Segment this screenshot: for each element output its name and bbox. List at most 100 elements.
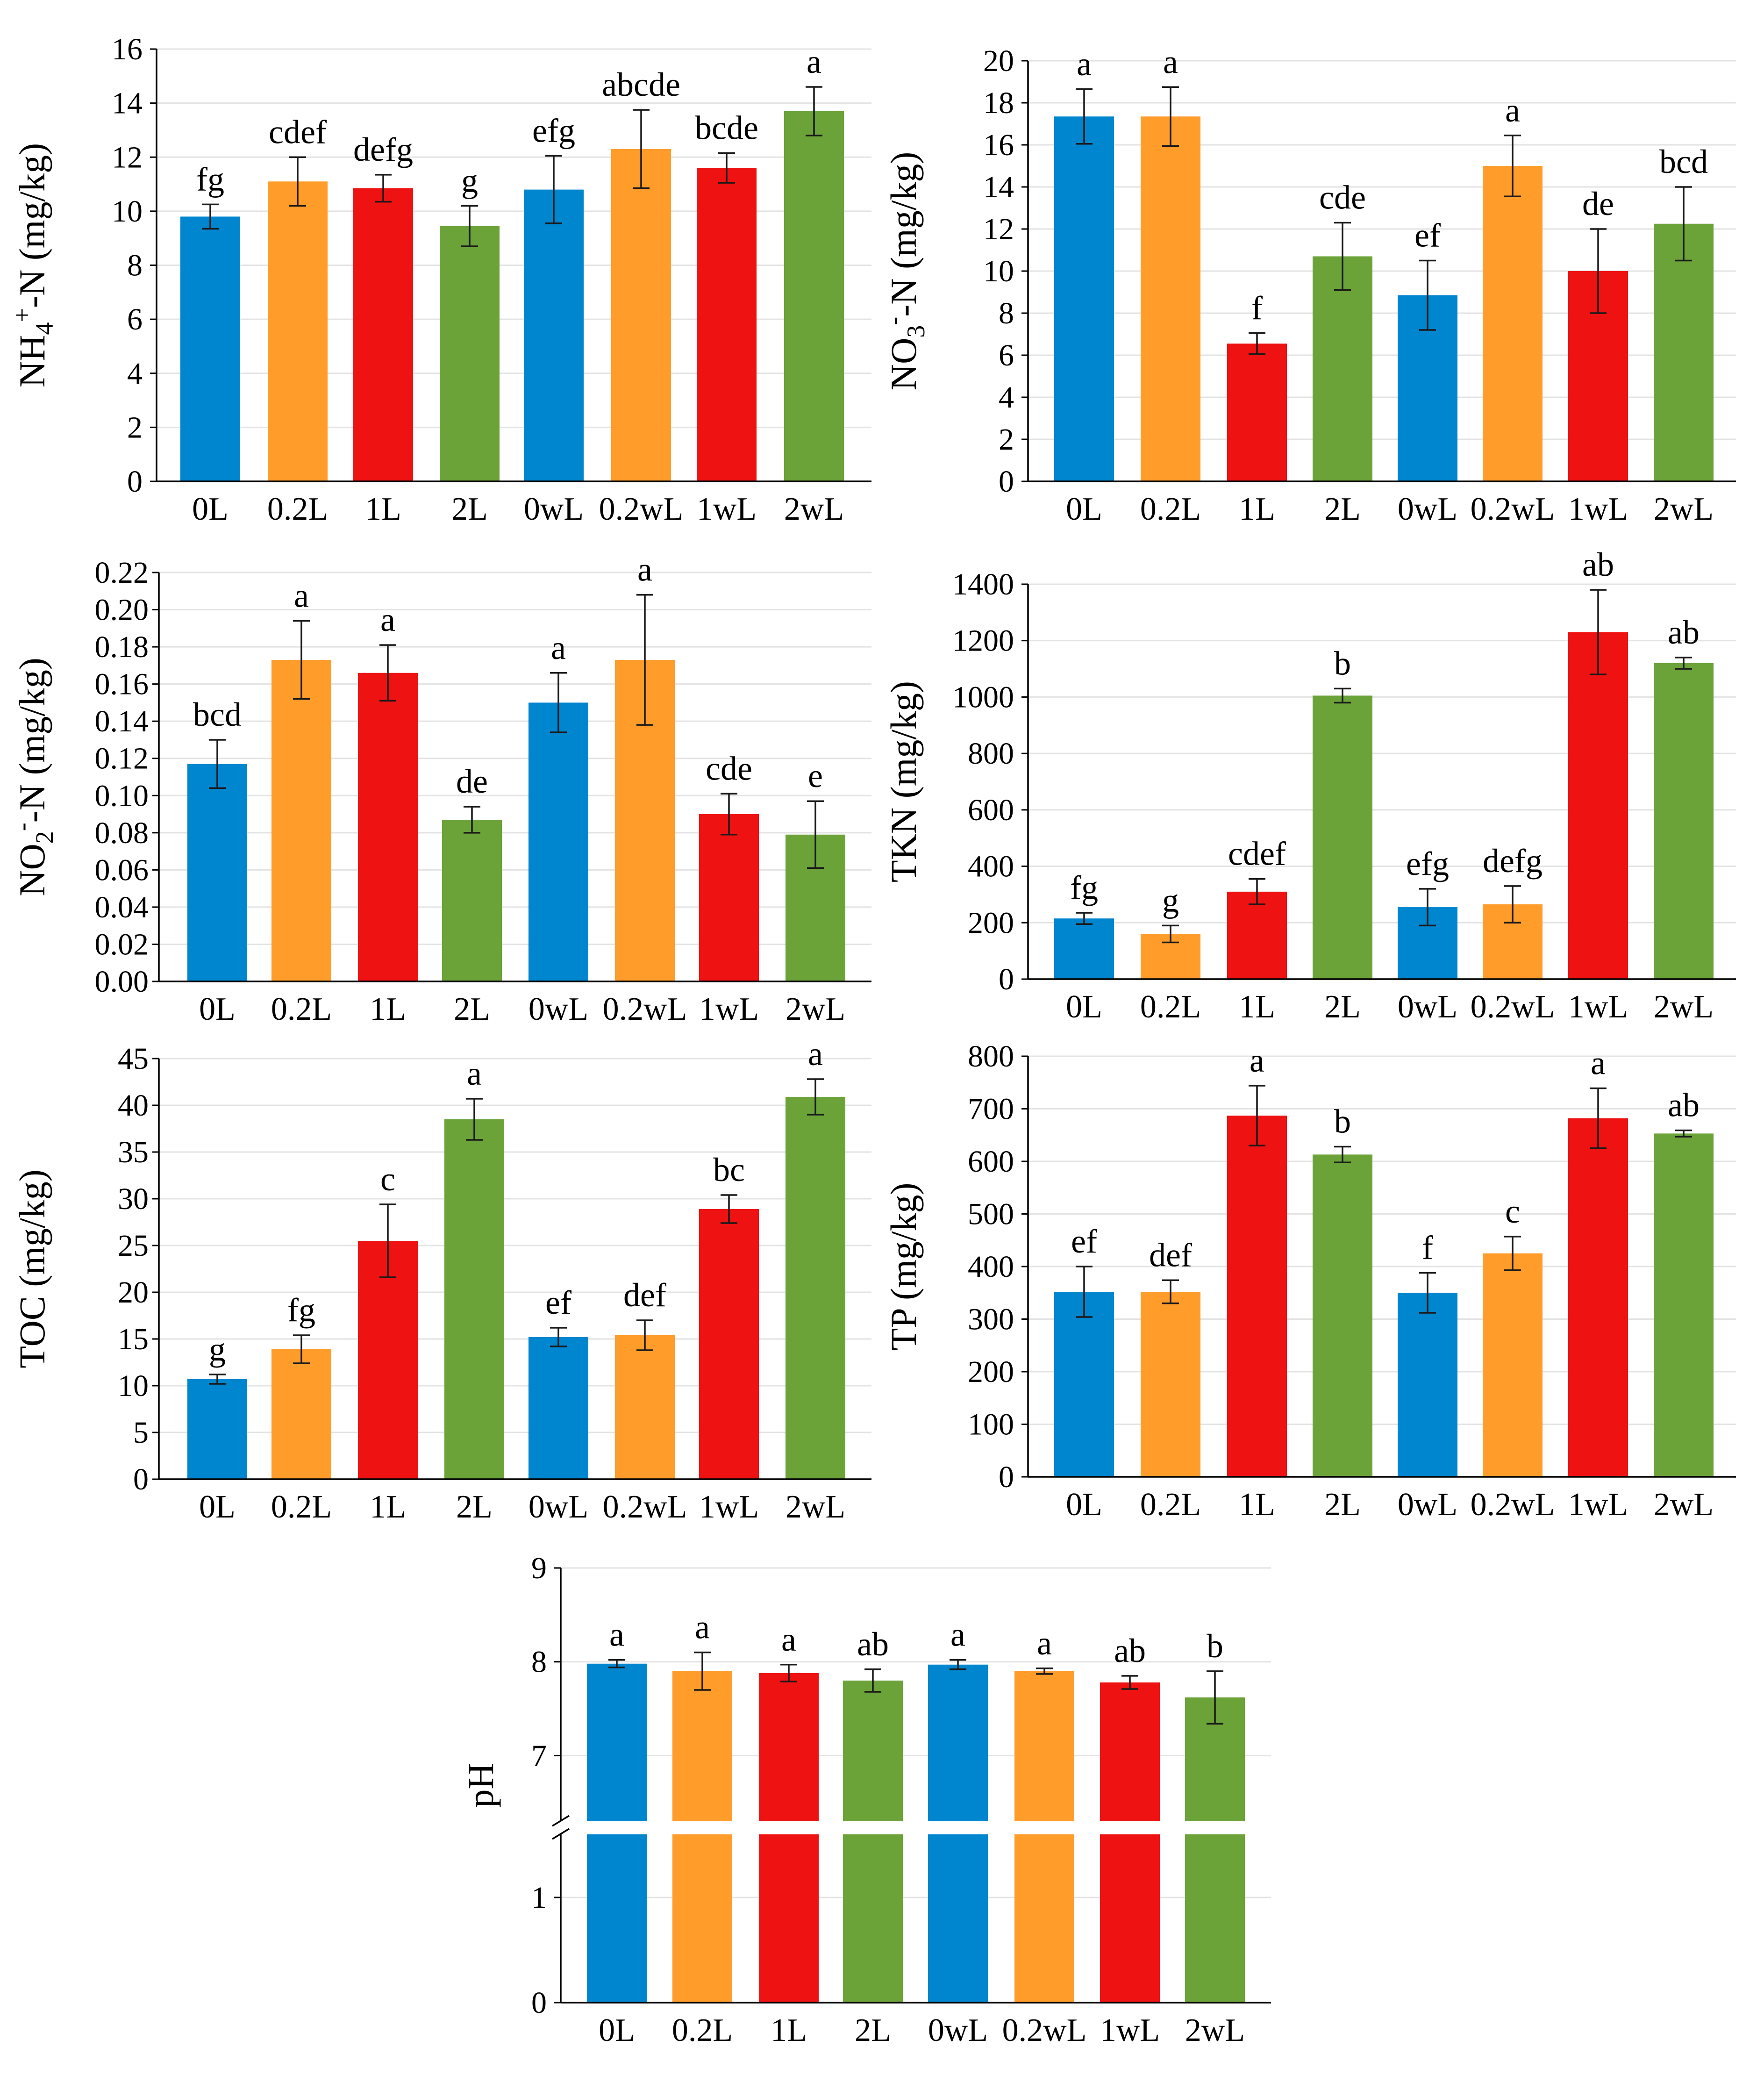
chart-5-x-tick-label: 0.2L xyxy=(1140,1487,1201,1523)
chart-4-bar-0L xyxy=(187,1379,247,1479)
chart-2-x-tick-label: 0.2wL xyxy=(603,991,687,1027)
chart-5-y-axis-title: TP (mg/kg) xyxy=(883,1183,924,1351)
chart-0-significance-label: efg xyxy=(532,112,575,149)
chart-1-significance-label: a xyxy=(1163,43,1178,80)
chart-2-bar-0L xyxy=(187,764,247,981)
chart-2: 0.00 0.020.040.060.080.100.12 0.140.160.18… xyxy=(8,551,871,1027)
chart-3-significance-label: b xyxy=(1334,644,1351,682)
chart-1-y-tick-label: 20 xyxy=(983,44,1014,78)
chart-4-significance-label: a xyxy=(467,1055,482,1092)
chart-1-x-tick-label: 2L xyxy=(1324,491,1361,527)
chart-1-x-tick-label: 2wL xyxy=(1654,491,1714,527)
chart-6-bar-1wL-upper xyxy=(1100,1682,1160,1821)
chart-4-significance-label: def xyxy=(623,1276,666,1314)
chart-1-significance-label: a xyxy=(1077,45,1092,83)
chart-5-y-tick-label: 400 xyxy=(968,1250,1014,1284)
chart-1-y-tick-label: 4 xyxy=(999,380,1014,415)
chart-6-bar-0wL-upper xyxy=(928,1664,988,1821)
chart-3-x-tick-label: 1wL xyxy=(1568,989,1628,1025)
chart-0-x-tick-label: 0L xyxy=(192,491,229,527)
chart-4-significance-label: c xyxy=(380,1160,395,1198)
chart-2-y-title-superscript: - xyxy=(8,823,36,831)
chart-1-y-title-base: NO xyxy=(883,338,924,391)
chart-2-bar-1wL xyxy=(699,814,759,981)
chart-3-bar-1L xyxy=(1227,891,1287,979)
chart-6-significance-label: a xyxy=(1037,1625,1052,1662)
chart-1-y-title-rest: -N (mg/kg) xyxy=(883,152,924,317)
chart-2-significance-label: a xyxy=(551,629,566,666)
chart-3-y-tick-label: 800 xyxy=(968,737,1014,771)
chart-3-y-tick-label: 1400 xyxy=(952,567,1014,601)
chart-5-y-tick-label: 600 xyxy=(968,1145,1014,1179)
chart-6-x-tick-label: 0.2L xyxy=(672,2012,733,2048)
chart-0-bar-1wL xyxy=(697,168,757,481)
chart-5-bar-1L xyxy=(1227,1116,1287,1477)
chart-5-bar-0.2wL xyxy=(1483,1253,1543,1477)
chart-1-bar-1L xyxy=(1227,344,1287,481)
chart-5-x-tick-label: 1wL xyxy=(1568,1487,1628,1523)
chart-1-x-tick-label: 1L xyxy=(1239,491,1275,527)
chart-6-x-tick-label: 0wL xyxy=(928,2012,988,2048)
chart-0-y-title-superscript: + xyxy=(8,308,36,322)
chart-1-y-title-superscript: - xyxy=(879,317,907,325)
chart-2-y-tick-label: 0.22 xyxy=(95,556,149,590)
chart-1-x-tick-label: 1wL xyxy=(1568,491,1628,527)
chart-2-y-tick-label: 0.14 xyxy=(95,704,149,738)
chart-2-significance-label: de xyxy=(456,763,488,800)
chart-4-x-tick-label: 1L xyxy=(370,1489,406,1525)
chart-0-x-tick-label: 0wL xyxy=(524,491,584,527)
chart-2-y-axis-title: NO2--N (mg/kg) xyxy=(8,658,58,896)
chart-0-y-axis-title: NH4+-N (mg/kg) xyxy=(8,143,58,387)
chart-2-y-tick-label: 0.20 xyxy=(95,593,149,627)
chart-2-x-tick-label: 0L xyxy=(199,991,236,1027)
chart-5-x-tick-label: 2L xyxy=(1324,1487,1361,1523)
chart-5-bar-0L xyxy=(1054,1292,1114,1477)
chart-4-bar-0wL xyxy=(528,1337,588,1479)
chart-3-bar-2wL xyxy=(1654,663,1714,979)
chart-6-significance-label: a xyxy=(695,1609,710,1646)
chart-6-bar-1L-upper xyxy=(759,1673,819,1821)
chart-6-bar-1wL-lower xyxy=(1100,1834,1160,2003)
chart-1-x-tick-label: 0L xyxy=(1066,491,1102,527)
chart-4-y-tick-label: 35 xyxy=(118,1135,149,1169)
chart-2-x-tick-label: 0wL xyxy=(528,991,588,1027)
chart-1-bar-0.2wL xyxy=(1483,166,1543,481)
chart-2-y-title-base: NO xyxy=(12,844,52,896)
chart-4-significance-label: fg xyxy=(287,1291,315,1329)
chart-2-x-tick-label: 2wL xyxy=(786,991,845,1027)
chart-3-y-tick-label: 600 xyxy=(968,793,1014,827)
chart-2-y-tick-label: 0.18 xyxy=(95,630,149,664)
chart-1-y-tick-label: 8 xyxy=(999,296,1014,330)
chart-6-bar-2L-upper xyxy=(843,1680,903,1821)
chart-5-bar-2L xyxy=(1313,1154,1372,1477)
chart-3-bar-0L xyxy=(1054,918,1114,979)
chart-4-bar-2L xyxy=(444,1119,504,1479)
chart-6-x-tick-label: 0.2wL xyxy=(1002,2012,1087,2048)
chart-2-significance-label: a xyxy=(380,601,395,638)
chart-6-bar-0L-lower xyxy=(587,1834,647,2003)
chart-1-significance-label: ef xyxy=(1414,217,1441,254)
chart-0-significance-label: abcde xyxy=(602,66,680,103)
chart-0-y-tick-label: 2 xyxy=(127,410,143,444)
chart-1-bar-2wL xyxy=(1654,223,1714,481)
chart-3-x-tick-label: 0wL xyxy=(1398,989,1457,1025)
chart-2-y-title-rest: -N (mg/kg) xyxy=(12,658,52,823)
chart-3-y-tick-label: 200 xyxy=(968,906,1014,940)
chart-2-bar-2L xyxy=(442,819,502,981)
chart-6-x-tick-label: 1wL xyxy=(1100,2012,1160,2048)
chart-6-bar-0wL-lower xyxy=(928,1834,988,2003)
chart-6-bar-0L-upper xyxy=(587,1663,647,1821)
chart-5-y-tick-label: 200 xyxy=(968,1355,1014,1389)
chart-2-y-tick-label: 0.10 xyxy=(95,779,149,813)
chart-1-significance-label: bcd xyxy=(1659,143,1708,180)
chart-4-bar-0.2wL xyxy=(615,1335,675,1479)
chart-0-y-tick-label: 16 xyxy=(112,32,143,66)
chart-6-bar-2L-lower xyxy=(843,1834,903,2003)
chart-0-y-tick-label: 10 xyxy=(112,194,143,229)
chart-4-y-tick-label: 10 xyxy=(118,1369,149,1403)
chart-3-significance-label: ab xyxy=(1582,546,1614,583)
chart-1-y-tick-label: 12 xyxy=(983,212,1014,246)
chart-6-significance-label: a xyxy=(609,1616,624,1654)
chart-0-y-title-subscript: 4 xyxy=(30,322,58,335)
chart-4-bar-0.2L xyxy=(271,1349,331,1479)
